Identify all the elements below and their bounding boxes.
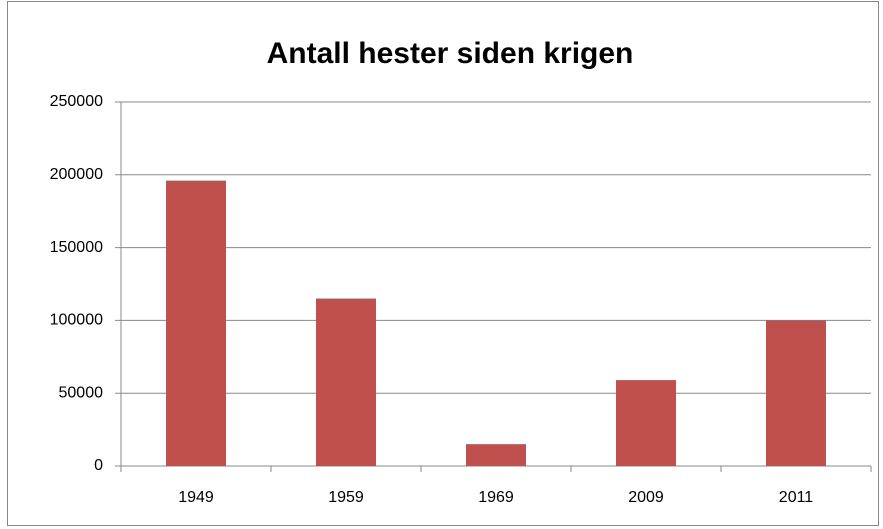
bar — [766, 320, 826, 466]
y-tick-label: 0 — [94, 457, 103, 474]
x-tick-label: 2009 — [628, 489, 664, 506]
y-tick-label: 100000 — [50, 312, 103, 329]
bar — [466, 444, 526, 466]
x-tick-label: 1969 — [478, 489, 514, 506]
bar — [616, 380, 676, 466]
y-tick-label: 150000 — [50, 239, 103, 256]
y-tick-label: 50000 — [59, 384, 104, 401]
chart-title: Antall hester siden krigen — [267, 37, 634, 70]
x-tick-label: 1959 — [328, 489, 364, 506]
bar — [316, 298, 376, 466]
y-tick-label: 200000 — [50, 166, 103, 183]
chart-frame — [7, 1, 879, 526]
x-tick-label: 2011 — [779, 489, 814, 506]
y-tick-label: 250000 — [50, 93, 103, 110]
x-tick-label: 1949 — [178, 489, 214, 506]
bar — [166, 180, 226, 466]
